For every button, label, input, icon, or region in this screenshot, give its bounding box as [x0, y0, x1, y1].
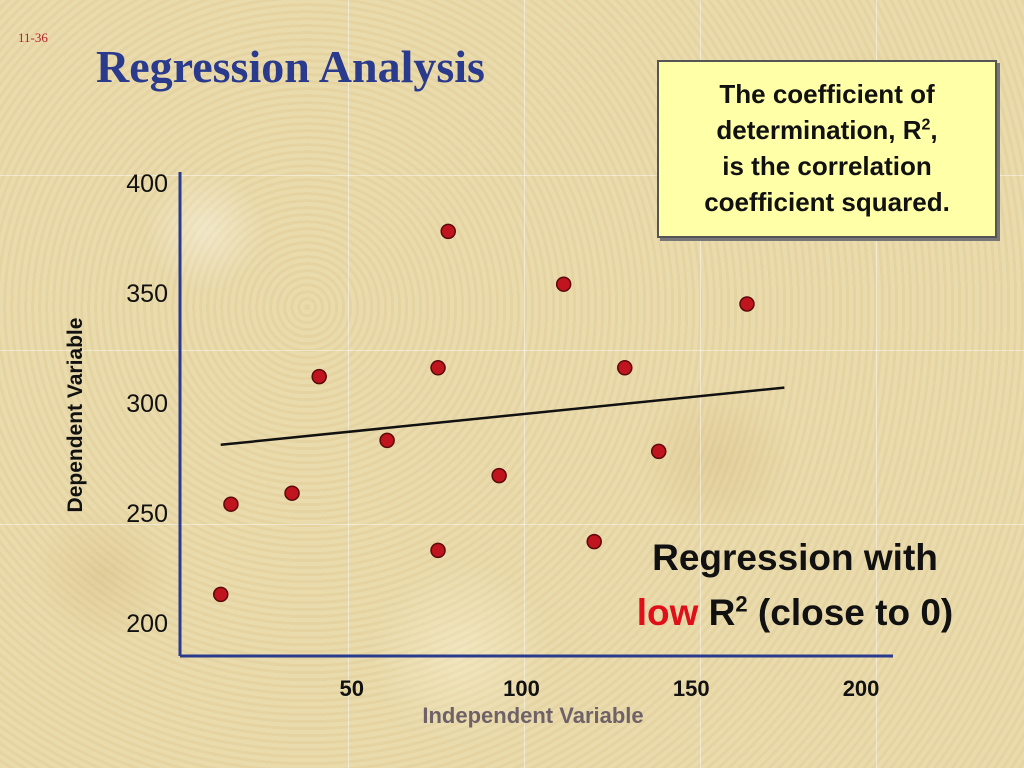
- y-tick-label: 300: [126, 390, 168, 418]
- data-point: [491, 467, 507, 484]
- superscript: 2: [735, 591, 748, 617]
- x-axis-label: Independent Variable: [422, 703, 643, 728]
- background-gridline: [876, 0, 877, 768]
- y-tick-label: 350: [126, 280, 168, 308]
- data-point: [284, 485, 300, 501]
- subtitle-text: (close to 0): [747, 592, 954, 633]
- data-point: [311, 368, 327, 385]
- y-tick-label: 200: [126, 610, 168, 638]
- callout-text: ,: [930, 115, 938, 145]
- background-gridline: [0, 350, 1024, 351]
- y-tick-label: 400: [126, 170, 168, 198]
- callout-line: The coefficient of: [719, 79, 935, 109]
- data-point: [440, 223, 456, 240]
- y-axis-label: Dependent Variable: [64, 318, 87, 513]
- data-point: [739, 296, 755, 312]
- callout-text: determination, R: [716, 115, 922, 145]
- data-point: [223, 496, 239, 512]
- regression-line: [220, 386, 785, 447]
- superscript: 2: [921, 116, 931, 134]
- background-gridline: [700, 0, 701, 768]
- x-tick-label: 100: [503, 676, 540, 701]
- x-tick-label: 200: [843, 676, 880, 701]
- data-point: [617, 360, 633, 376]
- data-point: [555, 276, 572, 292]
- y-tick-label: 250: [126, 500, 168, 528]
- callout-line: coefficient squared.: [704, 187, 950, 217]
- background-gridline: [348, 0, 349, 768]
- background-gridline: [524, 0, 525, 768]
- chart-subtitle: Regression with low R2 (close to 0): [580, 530, 1010, 640]
- x-tick-label: 150: [673, 676, 710, 701]
- subtitle-text: R: [698, 592, 736, 633]
- background-gridline: [0, 524, 1024, 525]
- data-points: [212, 223, 755, 603]
- x-tick-label: 50: [340, 676, 364, 701]
- callout-line: determination, R2,: [659, 112, 995, 148]
- data-point: [430, 542, 446, 559]
- callout-line: is the correlation: [722, 151, 932, 181]
- subtitle-line: low R2 (close to 0): [580, 585, 1010, 640]
- background-gridline: [0, 175, 1024, 176]
- data-point: [650, 443, 667, 460]
- slide-title: Regression Analysis: [96, 41, 485, 92]
- data-point: [212, 586, 229, 603]
- slide-number: 11-36: [18, 30, 48, 45]
- y-tick-labels: 200 250 300 350 400: [126, 170, 168, 638]
- low-word: low: [636, 592, 699, 633]
- x-tick-labels: 50 100 150 200: [340, 676, 880, 701]
- definition-callout: The coefficient of determination, R2, is…: [657, 60, 997, 238]
- data-point: [586, 533, 602, 550]
- data-point: [430, 360, 446, 376]
- data-point: [379, 432, 395, 449]
- subtitle-line: Regression with: [652, 537, 938, 578]
